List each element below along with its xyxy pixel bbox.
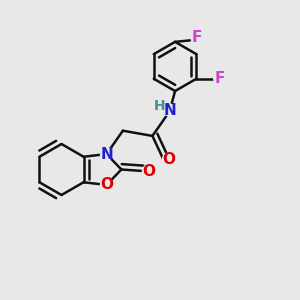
Circle shape (164, 104, 175, 116)
Text: F: F (192, 30, 202, 45)
Circle shape (142, 165, 154, 177)
Text: N: N (163, 103, 176, 118)
Circle shape (100, 179, 112, 191)
Circle shape (214, 73, 226, 85)
Text: O: O (100, 177, 113, 193)
Text: O: O (162, 152, 175, 166)
Circle shape (191, 32, 203, 44)
Text: N: N (100, 147, 113, 161)
Circle shape (163, 153, 175, 165)
Text: O: O (142, 164, 155, 178)
Text: H: H (154, 99, 166, 113)
Circle shape (100, 148, 112, 160)
Text: F: F (214, 71, 225, 86)
